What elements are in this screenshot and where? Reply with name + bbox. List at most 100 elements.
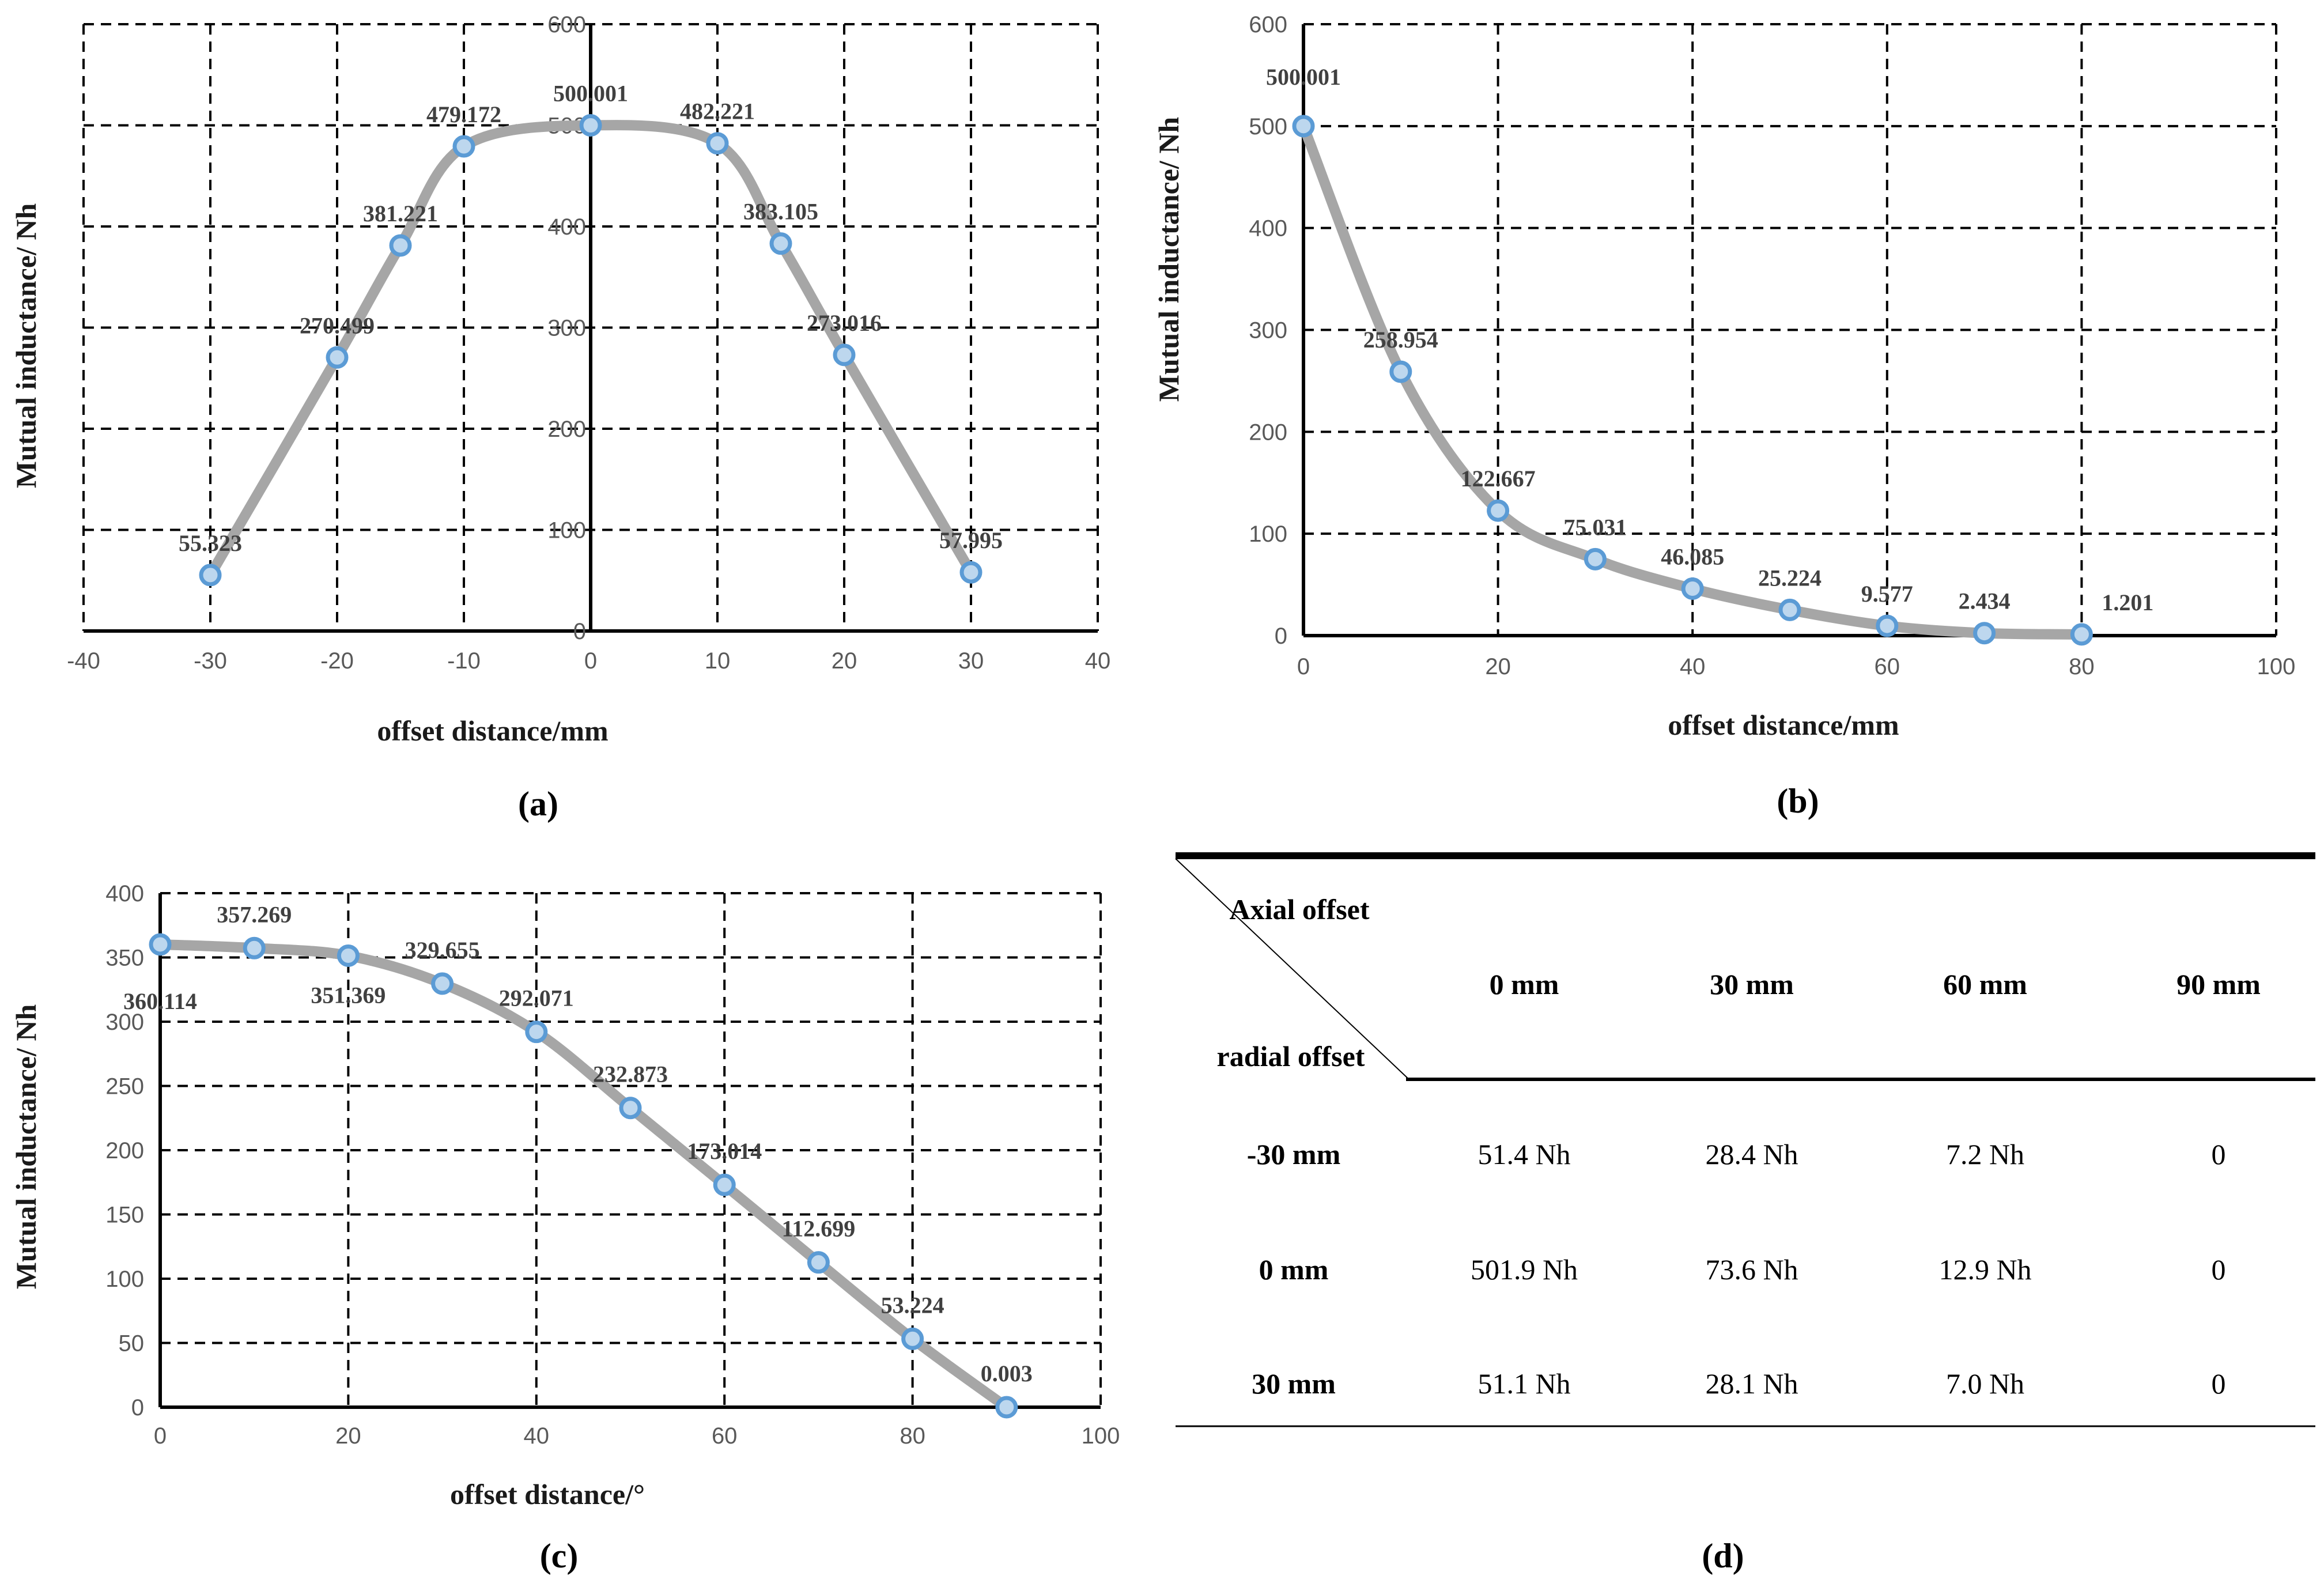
y-tick-label: 100 [1249, 522, 1287, 547]
data-point [1681, 577, 1704, 600]
data-label: 500.001 [1266, 64, 1341, 90]
chart-b: 0 20 40 60 80 100 0 100 200 300 400 500 600 500.001 2… [1152, 12, 2295, 820]
data-point [1876, 614, 1899, 637]
table-corner-bottom: radial offset [1217, 1040, 1365, 1072]
table-row-label: -30 mm [1247, 1138, 1340, 1170]
data-label: 232.873 [593, 1061, 668, 1087]
data-point [706, 132, 729, 155]
table-cell: 51.4 Nh [1477, 1138, 1570, 1170]
data-label: 357.269 [217, 901, 292, 927]
table-cell: 28.1 Nh [1705, 1367, 1798, 1400]
table-row-label: 0 mm [1259, 1253, 1329, 1286]
offset-table: Axial offset radial offset 0 mm 30 mm 60… [1175, 852, 2315, 1575]
data-point [769, 232, 792, 255]
x-tick-label: -10 [447, 648, 481, 674]
data-point [1292, 115, 1315, 138]
y-tick-label: 300 [547, 316, 586, 341]
y-tick-label: 250 [105, 1074, 144, 1099]
data-point [2070, 623, 2093, 646]
data-point [199, 564, 222, 587]
data-label: 381.221 [363, 201, 438, 226]
x-tick-label: 60 [712, 1423, 738, 1449]
x-tick-label: 80 [2069, 654, 2095, 679]
data-point [619, 1097, 642, 1120]
data-point [1973, 622, 1996, 645]
chart-c-ticks: 0 20 40 60 80 100 0 50 100 150 200 250 300 350 400 [105, 881, 1120, 1449]
chart-a-y-axis-title: Mutual inductance/ Nh [10, 203, 42, 489]
data-point [525, 1021, 548, 1044]
x-tick-label: 20 [1485, 654, 1511, 679]
table-cell: 7.2 Nh [1946, 1138, 2024, 1170]
data-label: 25.224 [1758, 565, 1822, 591]
table-col-90mm: 90 mm [2176, 968, 2261, 1000]
data-point [807, 1251, 830, 1274]
data-point [833, 343, 856, 366]
x-tick-label: -30 [194, 648, 227, 674]
data-label: 270.499 [300, 312, 375, 338]
chart-c-y-axis-title: Mutual inductance/ Nh [10, 1004, 42, 1290]
x-tick-label: 40 [1680, 654, 1706, 679]
table-cell: 51.1 Nh [1477, 1367, 1570, 1400]
y-tick-label: 500 [1249, 114, 1287, 139]
data-point [579, 114, 602, 137]
data-label: 482.221 [680, 99, 755, 124]
chart-c-data-labels: 360.114 357.269 351.369 329.655 292.071 232.8… [123, 901, 1033, 1386]
data-label: 479.172 [426, 101, 501, 127]
table-cell: 0 [2212, 1367, 2226, 1400]
data-point [995, 1396, 1018, 1419]
data-label: 57.995 [939, 527, 1003, 553]
data-point [389, 234, 412, 257]
data-label: 500.001 [553, 80, 628, 106]
table-cell: 28.4 Nh [1705, 1138, 1798, 1170]
data-label: 112.699 [782, 1216, 856, 1242]
table-cell: 73.6 Nh [1705, 1253, 1798, 1286]
table-corner-top: Axial offset [1230, 893, 1370, 925]
x-tick-label: 100 [1082, 1423, 1120, 1449]
data-point [149, 933, 172, 956]
chart-c-panel-label: (c) [540, 1537, 579, 1575]
y-tick-label: 0 [131, 1395, 144, 1420]
y-tick-label: 200 [105, 1138, 144, 1163]
x-tick-label: 40 [524, 1423, 550, 1449]
x-tick-label: 0 [154, 1423, 167, 1449]
data-point [1389, 360, 1412, 383]
table-cell: 7.0 Nh [1946, 1367, 2024, 1400]
chart-a-series [199, 114, 982, 587]
data-label: 292.071 [499, 985, 574, 1011]
table-row: 0 mm 501.9 Nh 73.6 Nh 12.9 Nh 0 [1259, 1253, 2226, 1286]
table-row: 30 mm 51.1 Nh 28.1 Nh 7.0 Nh 0 [1252, 1367, 2225, 1400]
y-tick-label: 400 [1249, 216, 1287, 241]
chart-a: -40 -30 -20 -10 0 10 20 30 400100200300400500600… [10, 12, 1110, 823]
table-cell: 12.9 Nh [1938, 1253, 2031, 1286]
x-tick-label: -40 [67, 648, 100, 674]
y-tick-label: 100 [105, 1267, 144, 1292]
data-point [337, 944, 360, 967]
table-corner-diagonal [1175, 858, 1409, 1080]
y-tick-label: 0 [573, 619, 586, 644]
table-col-30mm: 30 mm [1710, 968, 1794, 1000]
x-tick-label: -20 [320, 648, 354, 674]
y-tick-label: 0 [1275, 624, 1287, 649]
chart-c-x-axis-title: offset distance/° [450, 1478, 645, 1510]
y-tick-label: 300 [105, 1010, 144, 1035]
x-tick-label: 20 [832, 648, 857, 674]
chart-c: 0 20 40 60 80 100 0 50 100 150 200 250 300 350 400 360… [10, 881, 1120, 1575]
data-label: 122.667 [1461, 466, 1536, 492]
chart-a-x-axis-title: offset distance/mm [377, 715, 608, 747]
data-label: 383.105 [743, 199, 818, 225]
y-tick-label: 300 [1249, 318, 1287, 343]
data-label: 1.201 [2102, 590, 2153, 615]
chart-b-x-axis-title: offset distance/mm [1668, 709, 1899, 741]
table-row-label: 30 mm [1252, 1367, 1336, 1400]
data-point [243, 936, 266, 959]
data-label: 2.434 [1959, 588, 2011, 614]
y-tick-label: 200 [547, 417, 586, 442]
chart-b-series [1292, 115, 2093, 646]
data-point [1584, 547, 1607, 570]
y-tick-label: 600 [1249, 12, 1287, 37]
data-label: 273.016 [807, 310, 882, 336]
table-row: -30 mm 51.4 Nh 28.4 Nh 7.2 Nh 0 [1247, 1138, 2226, 1170]
x-tick-label: 0 [584, 648, 597, 674]
chart-b-y-axis-title: Mutual inductance/ Nh [1152, 117, 1185, 402]
